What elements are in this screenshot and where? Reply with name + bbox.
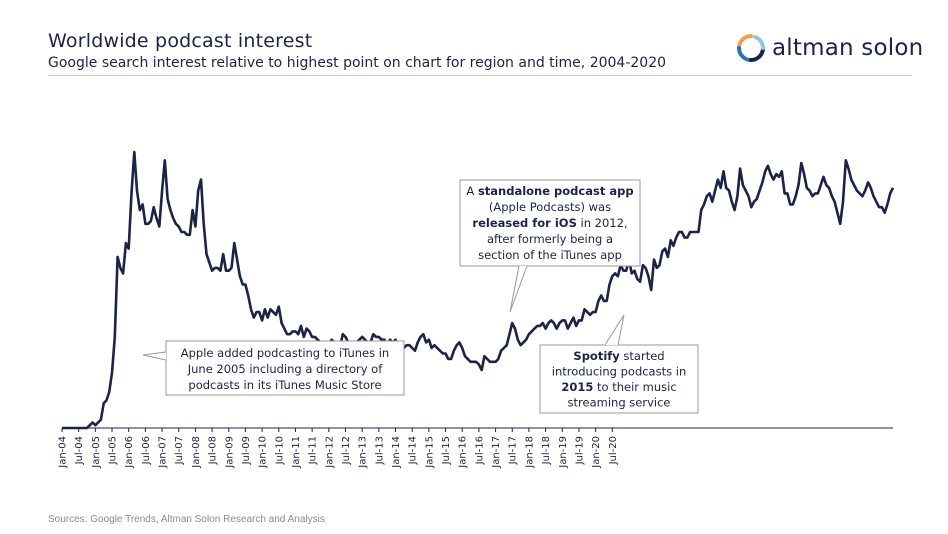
x-tick-label: Jan-13: [358, 436, 369, 469]
x-tick-label: Jul-14: [408, 436, 419, 465]
annotation-itunes-box: [165, 340, 405, 396]
annotation-text-segment: standalone podcast app: [478, 184, 634, 198]
x-tick-label: Jul-19: [574, 436, 585, 465]
x-tick-label: Jan-06: [124, 436, 135, 469]
x-tick-label: Jan-16: [458, 436, 469, 469]
x-tick-label: Jan-11: [291, 436, 302, 469]
annotation-text-segment: section of the iTunes app: [478, 248, 622, 262]
annotation-spotify-box: [539, 344, 699, 414]
annotation-line: A standalone podcast app: [466, 184, 633, 198]
annotation-line: podcasts in its iTunes Music Store: [188, 378, 381, 392]
annotation-itunes: Apple added podcasting to iTunes in June …: [142, 340, 405, 396]
x-tick-label: Jul-10: [274, 436, 285, 465]
x-tick-label: Jul-18: [541, 436, 552, 465]
x-tick-label: Jan-19: [558, 436, 569, 469]
annotation-line: section of the iTunes app: [478, 248, 622, 262]
annotation-line: Spotify started: [573, 349, 664, 363]
x-tick-label: Jan-20: [591, 436, 602, 469]
x-tick-label: Jan-09: [224, 436, 235, 469]
x-tick-label: Jan-14: [391, 436, 402, 469]
x-tick-label: Jul-11: [308, 436, 319, 465]
annotation-text-segment: introducing podcasts in: [552, 365, 687, 379]
x-tick-label: Jul-13: [374, 436, 385, 465]
annotation-text-segment: Apple added podcasting to iTunes in: [181, 346, 389, 360]
annotation-text-segment: June 2005 including a directory of: [187, 362, 383, 376]
annotation-ios: A standalone podcast app (Apple Podcasts)…: [459, 179, 641, 313]
annotation-line: introducing podcasts in: [552, 365, 687, 379]
x-tick-label: Jan-07: [158, 436, 169, 469]
annotation-itunes-text: Apple added podcasting to iTunes in June …: [181, 346, 389, 392]
x-tick-label: Jul-16: [474, 436, 485, 465]
x-tick-label: Jan-12: [324, 436, 335, 469]
x-tick-label: Jul-06: [141, 436, 152, 465]
annotation-text-segment: in 2012,: [577, 216, 628, 230]
x-axis-tick-labels: Jan-04 Jul-04 Jan-05 Jul-05 Jan-06 Jul-06 Jan-…: [58, 436, 619, 469]
annotation-ios-pointer: [509, 265, 528, 313]
annotation-spotify-pointer: [604, 314, 625, 346]
x-tick-label: Jul-04: [74, 436, 85, 465]
source-note: Sources: Google Trends, Altman Solon Res…: [48, 514, 325, 525]
annotation-spotify: Spotify started introducing podcasts in 20…: [539, 314, 699, 414]
chart-subtitle: Google search interest relative to highe…: [48, 55, 667, 71]
annotation-line: (Apple Podcasts) was: [489, 200, 611, 214]
annotation-text-segment: started: [620, 349, 665, 363]
logo-text: altman solon: [772, 35, 924, 61]
annotation-ios-box: [459, 179, 641, 267]
series-line-podcast-interest: [62, 150, 895, 430]
x-tick-label: Jan-08: [191, 436, 202, 469]
x-tick-label: Jan-05: [91, 436, 102, 469]
x-tick-label: Jan-15: [424, 436, 435, 469]
annotation-text-segment: podcasts in its iTunes Music Store: [188, 378, 381, 392]
annotation-text-segment: A: [466, 184, 478, 198]
header-divider: [48, 75, 912, 76]
x-tick-label: Jan-04: [58, 436, 69, 469]
x-tick-label: Jul-08: [208, 436, 219, 465]
x-tick-label: Jul-12: [341, 436, 352, 465]
annotation-line: released for iOS in 2012,: [472, 216, 627, 230]
annotation-text-segment: after formerly being a: [487, 232, 613, 246]
annotation-line: after formerly being a: [487, 232, 613, 246]
annotation-ios-text: A standalone podcast app (Apple Podcasts)…: [466, 184, 633, 262]
x-tick-label: Jul-07: [174, 436, 185, 465]
x-tick-label: Jul-09: [241, 436, 252, 465]
x-tick-label: Jul-20: [608, 436, 619, 465]
annotation-spotify-text: Spotify started introducing podcasts in 20…: [552, 349, 687, 410]
annotation-line: streaming service: [568, 396, 671, 410]
x-tick-label: Jul-05: [108, 436, 119, 465]
annotation-text-segment: Spotify: [573, 349, 620, 363]
annotation-line: 2015 to their music: [561, 380, 676, 394]
company-logo: altman solon: [736, 32, 923, 64]
x-axis-ticks: [61, 428, 613, 432]
annotation-line: June 2005 including a directory of: [187, 362, 383, 376]
x-tick-label: Jan-17: [491, 436, 502, 469]
annotation-itunes-pointer: [142, 351, 167, 361]
annotation-text-segment: released for iOS: [472, 216, 576, 230]
annotation-line: Apple added podcasting to iTunes in: [181, 346, 389, 360]
chart-title: Worldwide podcast interest: [48, 30, 313, 52]
x-tick-label: Jul-17: [508, 436, 519, 465]
annotation-text-segment: (Apple Podcasts) was: [489, 200, 611, 214]
annotation-text-segment: to their music: [593, 380, 676, 394]
x-tick-label: Jan-18: [524, 436, 535, 469]
annotation-text-segment: streaming service: [568, 396, 671, 410]
x-tick-label: Jan-10: [258, 436, 269, 469]
altman-solon-logo-icon: [737, 34, 765, 62]
annotation-text-segment: 2015: [561, 380, 593, 394]
x-tick-label: Jul-15: [441, 436, 452, 465]
